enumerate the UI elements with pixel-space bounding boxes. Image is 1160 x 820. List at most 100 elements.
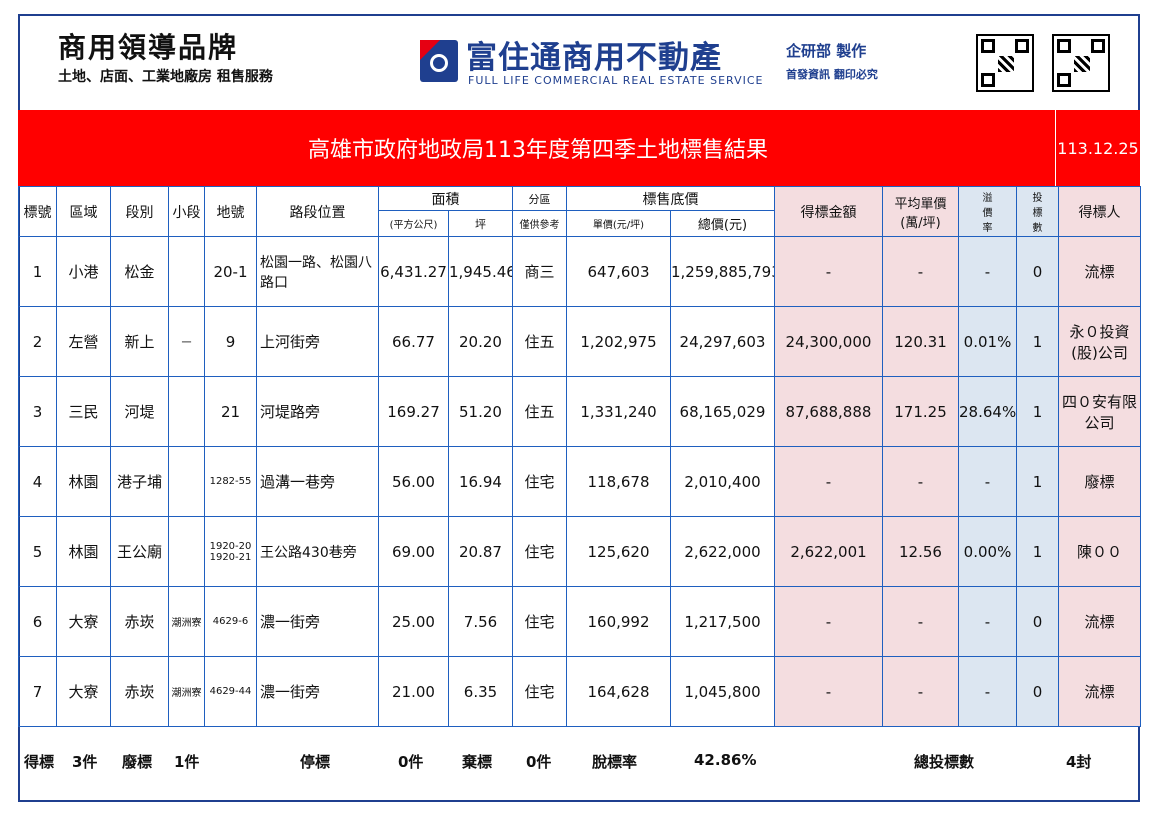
cell-unit-price: 647,603	[566, 236, 671, 307]
cell-win-amount: -	[774, 586, 883, 657]
cell-subsection	[168, 516, 205, 587]
cell-location: 過溝一巷旁	[256, 446, 379, 517]
cell-district: 三民	[56, 376, 111, 447]
cell-subsection	[168, 376, 205, 447]
cell-section: 松金	[110, 236, 169, 307]
cell-premium-rate: -	[958, 656, 1017, 727]
cell-unit-price: 1,331,240	[566, 376, 671, 447]
summary-fail-rate-value: 42.86%	[694, 751, 757, 769]
department-label: 企研部 製作	[786, 42, 867, 60]
header-total-price: 總價(元)	[670, 210, 775, 237]
cell-no: 3	[18, 376, 57, 447]
cell-lot: 20-1	[204, 236, 257, 307]
header-win-amount: 得標金額	[774, 186, 883, 237]
cell-avg-price: 120.31	[882, 306, 959, 377]
cell-winner: 流標	[1058, 656, 1141, 727]
header-base-price: 標售底價	[566, 186, 775, 211]
cell-area-m2: 66.77	[378, 306, 449, 377]
cell-bid-count: 0	[1016, 586, 1059, 657]
header-unit-price: 單價(元/坪)	[566, 210, 671, 237]
header-area: 面積	[378, 186, 513, 211]
cell-lot: 4629-6	[204, 586, 257, 657]
cell-bid-count: 1	[1016, 446, 1059, 517]
cell-section: 新上	[110, 306, 169, 377]
summary-fail-rate-label: 脫標率	[592, 753, 638, 771]
cell-area-m2: 21.00	[378, 656, 449, 727]
cell-premium-rate: -	[958, 446, 1017, 517]
company-logo-icon	[420, 40, 458, 82]
cell-subsection: 潮洲寮	[168, 656, 205, 727]
cell-location: 濃一街旁	[256, 586, 379, 657]
brand-title: 商用領導品牌	[58, 31, 239, 64]
summary-won-label: 得標	[24, 753, 55, 771]
header-winner: 得標人	[1058, 186, 1141, 237]
table-row: 5 林園 王公廟 1920-20 1920-21 王公路430巷旁 69.00 20.87 住…	[18, 516, 1141, 587]
header-location: 路段位置	[256, 186, 379, 237]
cell-premium-rate: -	[958, 236, 1017, 307]
cell-total-price: 1,045,800	[670, 656, 775, 727]
cell-lot: 21	[204, 376, 257, 447]
table-row: 3 三民 河堤 21 河堤路旁 169.27 51.20 住五 1,331,240 68,165,…	[18, 376, 1141, 447]
header-premium-rate: 溢價率	[958, 186, 1017, 237]
cell-no: 4	[18, 446, 57, 517]
cell-no: 2	[18, 306, 57, 377]
cell-premium-rate: 0.01%	[958, 306, 1017, 377]
cell-zone: 住五	[512, 376, 567, 447]
cell-win-amount: 87,688,888	[774, 376, 883, 447]
cell-unit-price: 125,620	[566, 516, 671, 587]
header-section: 段別	[110, 186, 169, 237]
cell-win-amount: -	[774, 446, 883, 517]
cell-district: 大寮	[56, 586, 111, 657]
company-name: 富住通商用不動產	[466, 40, 722, 76]
cell-area-ping: 7.56	[448, 586, 513, 657]
cell-avg-price: -	[882, 586, 959, 657]
cell-section: 赤崁	[110, 586, 169, 657]
cell-area-ping: 6.35	[448, 656, 513, 727]
cell-no: 7	[18, 656, 57, 727]
cell-winner: 永０投資(股)公司	[1058, 306, 1141, 377]
cell-subsection	[168, 446, 205, 517]
cell-area-m2: 25.00	[378, 586, 449, 657]
cell-section: 港子埔	[110, 446, 169, 517]
cell-no: 6	[18, 586, 57, 657]
cell-win-amount: 2,622,001	[774, 516, 883, 587]
cell-district: 小港	[56, 236, 111, 307]
header-area-ping: 坪	[448, 210, 513, 237]
header-avg-price: 平均單價 (萬/坪)	[882, 186, 959, 237]
cell-premium-rate: -	[958, 586, 1017, 657]
summary-void-value: 1件	[174, 753, 200, 771]
cell-bid-count: 0	[1016, 656, 1059, 727]
cell-avg-price: -	[882, 656, 959, 727]
cell-total-price: 1,217,500	[670, 586, 775, 657]
cell-total-price: 1,259,885,793	[670, 236, 775, 307]
summary-abandon-value: 0件	[526, 753, 552, 771]
copyright-note: 首發資訊 翻印必究	[786, 68, 878, 81]
company-name-english: FULL LIFE COMMERCIAL REAL ESTATE SERVICE	[468, 74, 764, 87]
cell-unit-price: 118,678	[566, 446, 671, 517]
cell-bid-count: 1	[1016, 376, 1059, 447]
cell-avg-price: 12.56	[882, 516, 959, 587]
cell-bid-count: 1	[1016, 306, 1059, 377]
cell-subsection: 一	[168, 306, 205, 377]
header-no: 標號	[18, 186, 57, 237]
cell-winner: 陳００	[1058, 516, 1141, 587]
cell-location: 王公路430巷旁	[256, 516, 379, 587]
cell-win-amount: -	[774, 656, 883, 727]
header-lot: 地號	[204, 186, 257, 237]
summary-won-value: 3件	[72, 753, 98, 771]
report-date: 113.12.25	[1055, 110, 1140, 186]
header-district: 區域	[56, 186, 111, 237]
cell-area-ping: 16.94	[448, 446, 513, 517]
cell-district: 林園	[56, 516, 111, 587]
cell-location: 濃一街旁	[256, 656, 379, 727]
cell-location: 松園一路、松園八路口	[256, 236, 379, 307]
summary-total-bids-label: 總投標數	[914, 753, 975, 771]
cell-winner: 流標	[1058, 586, 1141, 657]
header-bid-count: 投標數	[1016, 186, 1059, 237]
cell-district: 大寮	[56, 656, 111, 727]
cell-win-amount: 24,300,000	[774, 306, 883, 377]
table-row: 7 大寮 赤崁 潮洲寮 4629-44 濃一街旁 21.00 6.35 住宅 164,628 1,0…	[18, 656, 1141, 727]
brand-subtitle: 土地、店面、工業地廠房 租售服務	[58, 69, 273, 85]
cell-area-m2: 56.00	[378, 446, 449, 517]
cell-area-m2: 6,431.27	[378, 236, 449, 307]
